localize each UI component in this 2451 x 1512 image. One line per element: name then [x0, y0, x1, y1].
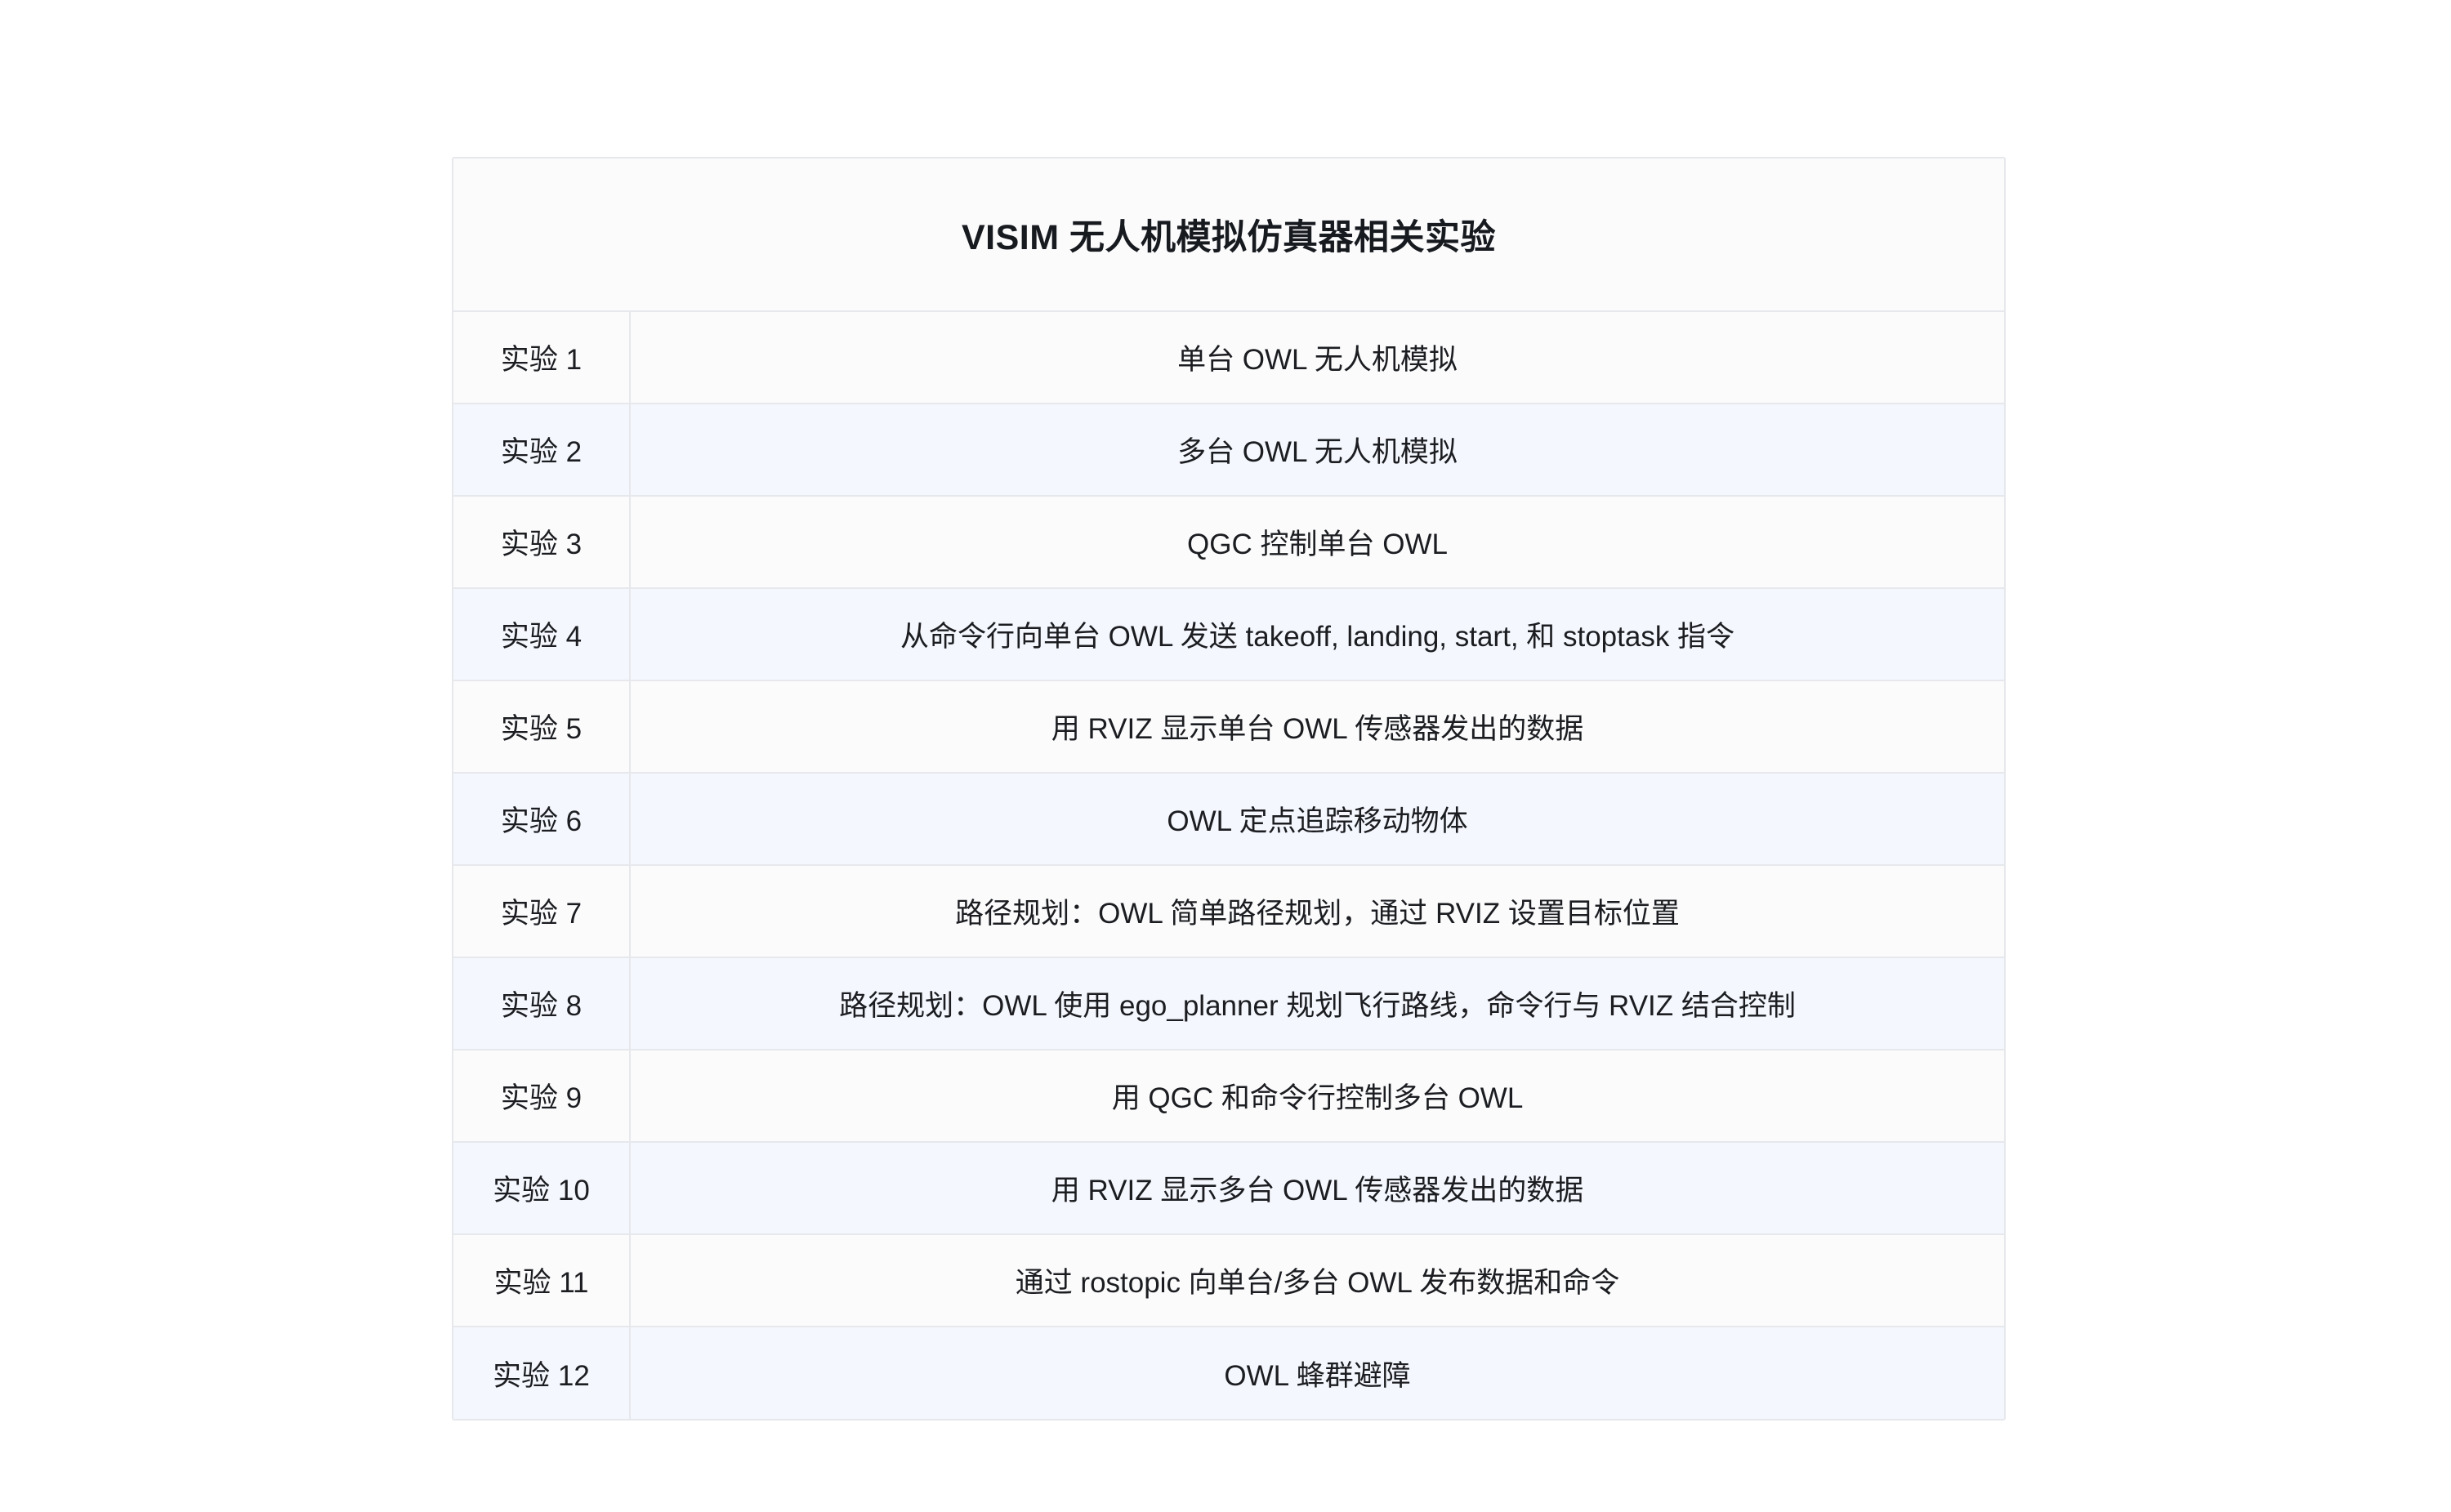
experiment-description: 用 RVIZ 显示多台 OWL 传感器发出的数据 [630, 1141, 2004, 1234]
experiment-description: 路径规划：OWL 使用 ego_planner 规划飞行路线，命令行与 RVIZ… [630, 957, 2004, 1050]
experiment-description: 用 QGC 和命令行控制多台 OWL [630, 1049, 2004, 1142]
experiment-label: 实验 12 [453, 1326, 631, 1419]
experiment-label: 实验 11 [453, 1233, 631, 1327]
table-row: 实验 11 通过 rostopic 向单台/多台 OWL 发布数据和命令 [453, 1233, 2004, 1327]
experiment-description: 通过 rostopic 向单台/多台 OWL 发布数据和命令 [630, 1233, 2004, 1327]
experiment-label: 实验 1 [453, 310, 631, 404]
table-title: VISIM 无人机模拟仿真器相关实验 [453, 158, 2004, 312]
experiment-description: QGC 控制单台 OWL [630, 495, 2004, 588]
table-row: 实验 7 路径规划：OWL 简单路径规划，通过 RVIZ 设置目标位置 [453, 864, 2004, 957]
experiment-label: 实验 5 [453, 680, 631, 773]
experiment-label: 实验 8 [453, 957, 631, 1050]
experiment-label: 实验 6 [453, 772, 631, 865]
table-row: 实验 12 OWL 蜂群避障 [453, 1326, 2004, 1419]
experiments-table: VISIM 无人机模拟仿真器相关实验 实验 1 单台 OWL 无人机模拟 实验 … [453, 158, 2004, 1419]
experiment-description: OWL 蜂群避障 [630, 1326, 2004, 1419]
table-title-row: VISIM 无人机模拟仿真器相关实验 [453, 158, 2004, 312]
table-row: 实验 6 OWL 定点追踪移动物体 [453, 772, 2004, 865]
experiment-description: 单台 OWL 无人机模拟 [630, 310, 2004, 404]
experiment-description: 从命令行向单台 OWL 发送 takeoff, landing, start, … [630, 587, 2004, 680]
experiments-table-body: VISIM 无人机模拟仿真器相关实验 实验 1 单台 OWL 无人机模拟 实验 … [453, 158, 2004, 1419]
table-row: 实验 5 用 RVIZ 显示单台 OWL 传感器发出的数据 [453, 680, 2004, 773]
experiment-label: 实验 3 [453, 495, 631, 588]
experiment-description: 多台 OWL 无人机模拟 [630, 403, 2004, 496]
table-row: 实验 4 从命令行向单台 OWL 发送 takeoff, landing, st… [453, 587, 2004, 680]
experiment-description: 用 RVIZ 显示单台 OWL 传感器发出的数据 [630, 680, 2004, 773]
table-row: 实验 3 QGC 控制单台 OWL [453, 495, 2004, 588]
experiment-label: 实验 7 [453, 864, 631, 957]
experiment-label: 实验 2 [453, 403, 631, 496]
experiment-description: 路径规划：OWL 简单路径规划，通过 RVIZ 设置目标位置 [630, 864, 2004, 957]
table-row: 实验 8 路径规划：OWL 使用 ego_planner 规划飞行路线，命令行与… [453, 957, 2004, 1050]
table-row: 实验 9 用 QGC 和命令行控制多台 OWL [453, 1049, 2004, 1142]
experiment-label: 实验 4 [453, 587, 631, 680]
table-row: 实验 10 用 RVIZ 显示多台 OWL 传感器发出的数据 [453, 1141, 2004, 1234]
table-row: 实验 1 单台 OWL 无人机模拟 [453, 310, 2004, 404]
experiment-description: OWL 定点追踪移动物体 [630, 772, 2004, 865]
experiments-table-container: VISIM 无人机模拟仿真器相关实验 实验 1 单台 OWL 无人机模拟 实验 … [452, 157, 2006, 1421]
experiment-label: 实验 10 [453, 1141, 631, 1234]
experiment-label: 实验 9 [453, 1049, 631, 1142]
table-row: 实验 2 多台 OWL 无人机模拟 [453, 403, 2004, 496]
